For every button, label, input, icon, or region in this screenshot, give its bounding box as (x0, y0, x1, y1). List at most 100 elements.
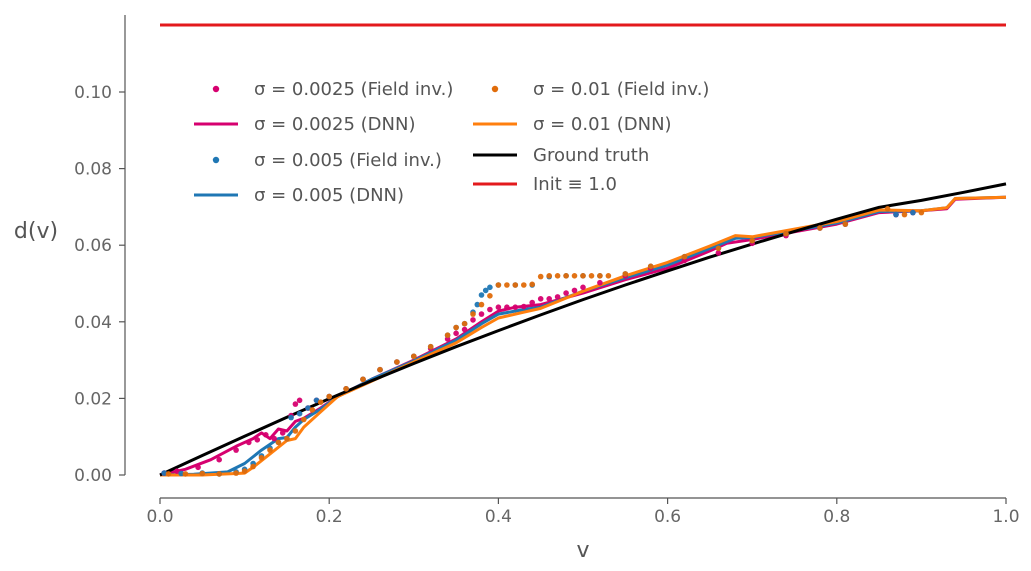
data-point-fi-0025 (233, 447, 239, 453)
data-point-fi-0025 (563, 290, 569, 296)
legend-label-dnn-01: σ = 0.01 (DNN) (533, 114, 672, 135)
data-point-fi-0025 (546, 296, 552, 302)
data-point-fi-005 (478, 292, 485, 298)
ticks: 0.00 0.02 0.04 0.06 0.08 0.10 0.0 0.2 0.4 0.6 0.8 1… (74, 83, 1019, 527)
data-point-fi-005 (474, 301, 481, 308)
data-point-fi-01 (250, 463, 256, 470)
data-point-fi-005 (161, 470, 167, 476)
data-point-fi-01 (453, 324, 459, 331)
data-point-fi-0025 (461, 326, 468, 333)
data-point-fi-01 (487, 293, 493, 299)
series-lines (159, 23, 1007, 477)
data-point-fi-01 (783, 230, 789, 237)
data-point-fi-0025 (174, 468, 180, 475)
data-point-fi-0025 (470, 317, 476, 323)
legend-label-fi-005: σ = 0.005 (Field inv.) (254, 150, 442, 171)
data-point-fi-01 (258, 455, 265, 461)
data-point-fi-01 (444, 332, 451, 339)
data-point-fi-0025 (263, 432, 269, 438)
data-point-fi-0025 (529, 299, 535, 306)
y-tick-label: 0.10 (74, 83, 112, 103)
data-point-fi-01 (292, 428, 299, 434)
x-axis-label: v (576, 538, 589, 563)
x-tick-label: 0.0 (146, 507, 173, 527)
data-point-fi-01 (647, 263, 654, 270)
data-point-fi-0025 (487, 306, 493, 313)
x-tick-label: 0.8 (823, 507, 850, 527)
data-point-fi-01 (681, 253, 688, 260)
data-point-fi-01 (478, 301, 485, 308)
series-line-dnn-01 (160, 195, 1007, 477)
data-point-fi-005 (288, 414, 294, 421)
y-tick-label: 0.06 (74, 236, 112, 256)
data-point-fi-0025 (715, 250, 722, 256)
data-point-fi-01 (563, 273, 569, 279)
data-point-fi-01 (715, 245, 722, 252)
data-point-fi-01 (495, 282, 502, 288)
data-point-fi-01 (597, 273, 603, 279)
legend: σ = 0.0025 (Field inv.) σ = 0.0025 (DNN)… (194, 79, 709, 206)
data-point-fi-005 (313, 397, 320, 404)
data-point-fi-0025 (292, 401, 299, 407)
data-point-fi-01 (749, 237, 755, 244)
data-point-fi-01 (216, 471, 222, 477)
data-point-fi-0025 (580, 284, 586, 291)
data-point-fi-0025 (271, 435, 278, 442)
data-point-fi-01 (427, 343, 434, 350)
data-point-fi-0025 (195, 464, 201, 471)
data-point-fi-01 (377, 366, 383, 373)
data-point-fi-0025 (521, 303, 527, 310)
data-point-fi-005 (482, 287, 489, 294)
data-point-fi-0025 (597, 279, 603, 286)
data-point-fi-01 (317, 399, 324, 406)
legend-marker-fi-0025 (212, 85, 220, 93)
y-tick-label: 0.02 (74, 389, 112, 409)
data-point-fi-0025 (571, 287, 578, 294)
y-tick-label: 0.00 (74, 466, 112, 486)
legend-marker-fi-005 (212, 156, 220, 164)
data-point-fi-01 (521, 282, 527, 288)
legend-label-dnn-0025: σ = 0.0025 (DNN) (254, 114, 415, 135)
data-point-fi-01 (461, 320, 468, 327)
data-point-fi-01 (284, 435, 290, 442)
data-point-fi-01 (884, 206, 891, 212)
x-tick-label: 0.6 (654, 507, 681, 527)
series-line-dnn-0025 (159, 195, 1007, 477)
data-point-fi-0025 (554, 294, 561, 300)
data-point-fi-01 (411, 353, 417, 360)
data-point-fi-01 (918, 209, 925, 216)
data-point-fi-01 (580, 273, 586, 279)
data-point-fi-01 (817, 225, 823, 231)
data-point-fi-0025 (246, 439, 252, 446)
data-point-fi-01 (182, 471, 189, 477)
data-point-fi-01 (301, 416, 307, 423)
data-point-fi-01 (470, 311, 476, 317)
data-point-fi-01 (326, 393, 333, 400)
data-point-fi-01 (512, 282, 519, 288)
data-point-fi-01 (546, 273, 552, 279)
legend-label-dnn-005: σ = 0.005 (DNN) (254, 185, 404, 206)
data-point-fi-01 (529, 281, 535, 288)
data-point-fi-0025 (537, 296, 544, 302)
data-point-fi-01 (309, 407, 316, 413)
legend-label-fi-01: σ = 0.01 (Field inv.) (533, 79, 709, 100)
data-point-fi-0025 (254, 437, 261, 443)
data-point-fi-01 (267, 447, 273, 453)
data-point-fi-005 (893, 211, 899, 218)
data-point-fi-01 (554, 273, 561, 279)
data-point-fi-01 (199, 470, 206, 477)
data-point-fi-005 (296, 410, 303, 417)
data-point-fi-0025 (478, 311, 485, 317)
data-point-fi-01 (588, 273, 595, 279)
data-point-fi-01 (901, 211, 908, 218)
legend-label-init: Init ≡ 1.0 (533, 174, 617, 195)
data-point-fi-01 (165, 471, 172, 477)
data-point-fi-0025 (504, 304, 510, 311)
data-point-fi-01 (275, 439, 282, 446)
data-point-fi-01 (241, 468, 248, 475)
legend-label-fi-0025: σ = 0.0025 (Field inv.) (254, 79, 453, 100)
data-point-fi-005 (910, 209, 916, 216)
data-point-fi-01 (504, 282, 510, 288)
x-tick-label: 0.4 (485, 507, 512, 527)
